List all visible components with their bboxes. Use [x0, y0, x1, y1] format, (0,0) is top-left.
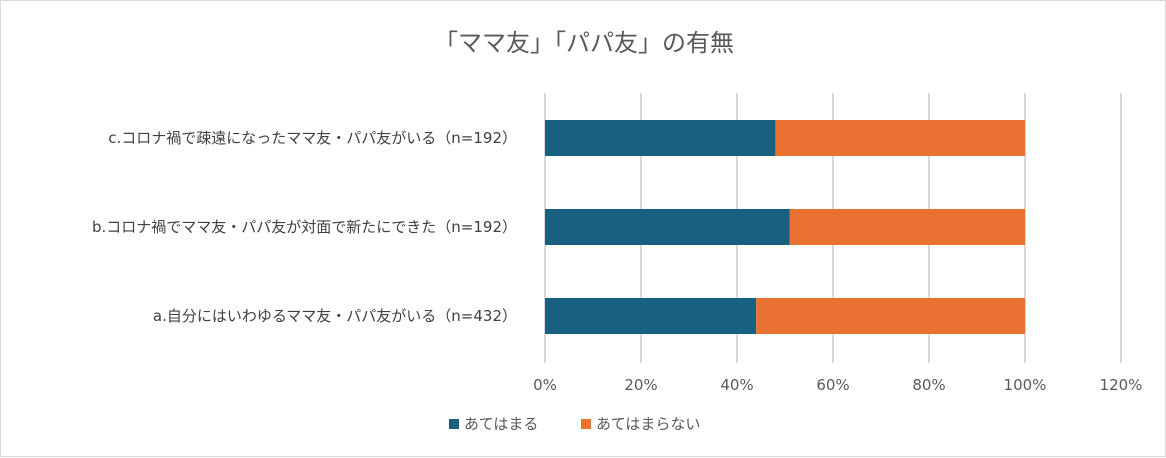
bar-segment-not-applies [775, 120, 1025, 156]
bar-segment-applies [545, 120, 776, 156]
x-tick-label: 120% [1100, 376, 1143, 394]
x-tick-label: 40% [720, 376, 753, 394]
x-tick-label: 60% [816, 376, 849, 394]
bar-segment-applies [545, 298, 757, 334]
bar-segment-not-applies [756, 298, 1025, 334]
x-tick-label: 0% [533, 376, 557, 394]
bar-segment-not-applies [789, 209, 1025, 245]
bar-segment-applies [545, 209, 790, 245]
category-label: b.コロナ禍でママ友・パパ友が対面で新たにできた（n=192） [92, 218, 517, 236]
legend-label: あてはまる [464, 415, 538, 433]
category-label: c.コロナ禍で疎遠になったママ友・パパ友がいる（n=192） [108, 129, 517, 147]
x-tick-label: 80% [912, 376, 945, 394]
chart-title: 「ママ友」「パパ友」の有無 [434, 29, 734, 57]
legend-swatch [581, 419, 591, 429]
legend-label: あてはまらない [596, 415, 700, 433]
category-label: a.自分にはいわゆるママ友・パパ友がいる（n=432） [153, 307, 517, 325]
x-tick-label: 20% [624, 376, 657, 394]
x-tick-label: 100% [1004, 376, 1047, 394]
legend-swatch [449, 419, 459, 429]
